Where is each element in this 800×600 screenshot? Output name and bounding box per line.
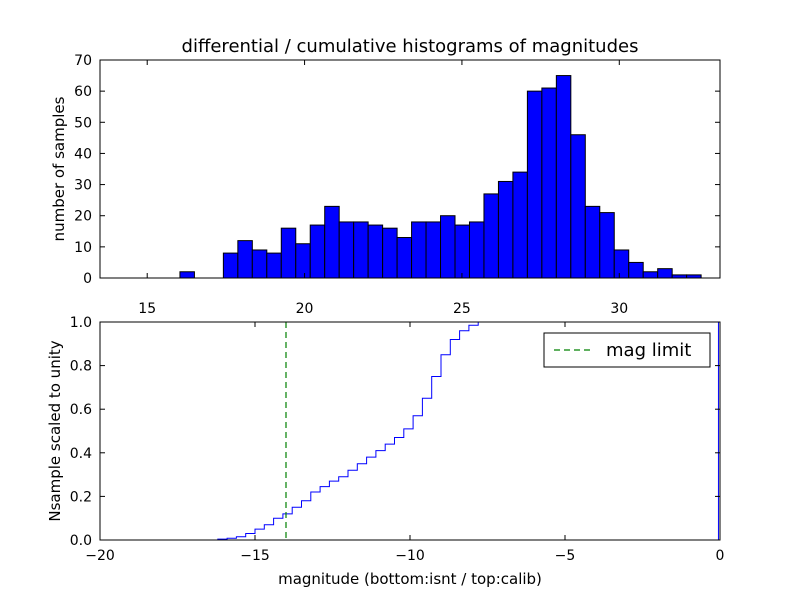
cumulative-step-line	[100, 321, 719, 541]
histogram-bar	[353, 221, 369, 279]
histogram-bar	[382, 227, 398, 279]
top-y-tick-label: 40	[74, 146, 92, 162]
bottom-y-tick-label: 0.2	[70, 489, 92, 505]
top-x-tick-label: 20	[296, 301, 314, 317]
histogram-bar	[497, 180, 514, 279]
top-y-tick-label: 0	[83, 271, 92, 287]
histogram-bar	[309, 224, 326, 279]
histogram-bar	[628, 261, 644, 279]
top-y-axis-label: number of samples	[50, 96, 68, 241]
histogram-bar	[570, 134, 586, 279]
histogram-bar	[454, 224, 470, 279]
bottom-y-tick-label: 0.4	[70, 446, 92, 462]
bottom-x-axis-label: magnitude (bottom:isnt / top:calib)	[278, 570, 542, 588]
top-x-tick-label: 15	[138, 301, 156, 317]
top-plot-frame	[99, 59, 721, 279]
bottom-y-tick-label: 1.0	[70, 315, 92, 331]
histogram-bar	[613, 249, 630, 279]
cumulative-plot	[100, 321, 719, 541]
histogram-bar	[179, 271, 195, 279]
top-x-tick-label: 30	[610, 301, 628, 317]
top-y-tick-label: 70	[74, 53, 92, 69]
bottom-x-tick-label: −15	[240, 548, 270, 564]
top-x-tick-label: 25	[453, 301, 471, 317]
legend-label-mag-limit: mag limit	[606, 340, 691, 361]
histogram-bar	[324, 205, 340, 279]
bottom-axis-ticks: 0.0 0.2 0.4 0.6 0.8 1.0 −20 −15 −10 −5 0	[70, 315, 725, 564]
top-axis-ticks: 0 10 20 30 40 50 60 70 15 20 25 30	[74, 53, 720, 317]
histogram-bar	[468, 221, 485, 279]
top-y-tick-label: 20	[74, 209, 92, 225]
bottom-y-tick-label: 0.8	[70, 359, 92, 375]
histogram-bar	[222, 252, 239, 279]
histogram-bar	[338, 221, 355, 279]
top-y-tick-label: 30	[74, 178, 92, 194]
bottom-x-tick-label: −20	[85, 548, 115, 564]
histogram-bar	[425, 221, 442, 279]
bottom-x-tick-label: −5	[555, 548, 576, 564]
top-y-tick-label: 10	[74, 240, 92, 256]
histogram-bar	[237, 240, 253, 279]
histogram-bar	[266, 252, 282, 279]
histogram-bar	[483, 193, 499, 279]
histogram-bar	[657, 268, 673, 279]
histogram-bar	[526, 90, 543, 279]
histogram-bar	[584, 205, 601, 279]
bottom-x-tick-label: −10	[395, 548, 425, 564]
histogram-bar	[642, 271, 659, 279]
histogram-bar	[396, 237, 413, 279]
legend-box	[543, 332, 711, 368]
chart-title: differential / cumulative histograms of …	[182, 36, 639, 57]
histogram-bar	[251, 249, 268, 279]
histogram-bar	[411, 221, 427, 279]
bottom-y-tick-label: 0.0	[70, 533, 92, 549]
histogram-bar	[280, 227, 297, 279]
histogram-bar	[555, 75, 572, 279]
legend: mag limit	[543, 332, 711, 368]
bottom-x-tick-label: 0	[716, 548, 725, 564]
histogram-bar	[599, 212, 615, 279]
histogram-bar	[440, 215, 456, 279]
bottom-y-tick-label: 0.6	[70, 402, 92, 418]
bottom-plot-frame	[99, 321, 721, 541]
top-y-tick-label: 60	[74, 84, 92, 100]
top-y-tick-label: 50	[74, 115, 92, 131]
histogram-bar	[295, 243, 311, 279]
histogram-bars	[179, 75, 702, 279]
histogram-bar	[512, 171, 528, 279]
histogram-bar	[367, 224, 384, 279]
bottom-y-axis-label: Nsample scaled to unity	[46, 340, 64, 521]
histogram-bar	[541, 87, 557, 279]
